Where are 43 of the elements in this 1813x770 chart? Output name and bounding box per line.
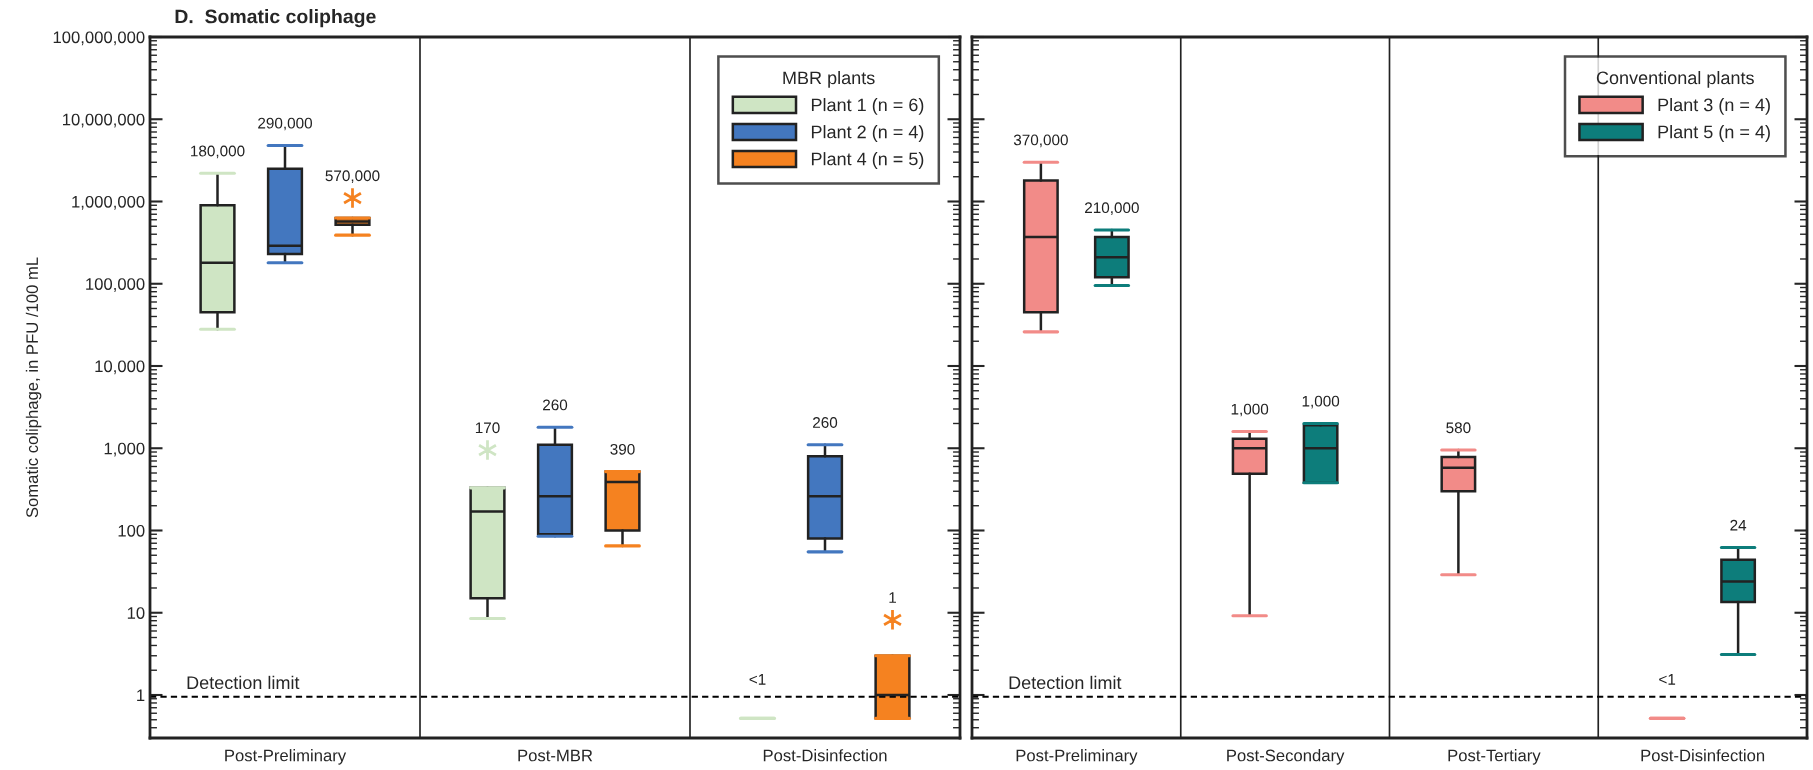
y-tick-label: 10 — [127, 607, 145, 619]
text: 290,000 — [258, 117, 313, 131]
text: 260 — [543, 399, 568, 411]
x-tick-label: Post-Preliminary — [1016, 749, 1138, 765]
text: 24 — [1730, 519, 1747, 531]
y-tick-label: 1,000,000 — [72, 195, 145, 210]
legend-label: Plant 4 (n = 5) — [811, 152, 924, 169]
legend-label: Plant 3 (n = 4) — [1658, 98, 1770, 115]
text: 570,000 — [325, 170, 380, 183]
text: 180,000 — [191, 145, 245, 159]
y-tick-label: 100 — [118, 524, 145, 537]
text: 580 — [1446, 422, 1471, 434]
x-tick-label: Post-Disinfection — [1641, 749, 1765, 762]
y-tick-label: 1,000 — [104, 442, 145, 457]
legend-title: Conventional plants — [1596, 70, 1754, 88]
text: 260 — [813, 417, 838, 428]
legend-label: Plant 2 (n = 4) — [811, 125, 924, 142]
text: <1 — [749, 674, 766, 685]
y-axis-title: Somatic coliphage, in PFU /100 mL — [25, 257, 42, 518]
x-tick-label: Post-Disinfection — [763, 749, 887, 762]
legend-label: Plant 5 (n = 4) — [1658, 125, 1770, 142]
text: 1,000 — [1231, 403, 1269, 417]
text: 1 — [889, 592, 896, 603]
y-tick-label: 1 — [137, 689, 145, 702]
x-tick-label: Post-Tertiary — [1448, 749, 1541, 765]
text: 370,000 — [1013, 134, 1068, 148]
ref-line-label: Detection limit — [187, 675, 300, 690]
y-tick-label: 100,000 — [86, 278, 145, 292]
text: 210,000 — [1085, 202, 1139, 215]
x-tick-label: Post-Secondary — [1227, 749, 1345, 765]
y-tick-label: 10,000 — [95, 360, 145, 375]
x-tick-label: Post-MBR — [518, 749, 593, 762]
text: 390 — [610, 443, 635, 455]
chart-title: D. Somatic coliphage — [175, 9, 376, 28]
text: <1 — [1659, 674, 1676, 685]
x-tick-label: Post-Preliminary — [225, 749, 347, 765]
ref-line-label: Detection limit — [1009, 675, 1122, 690]
text: 170 — [475, 422, 500, 434]
text: 1,000 — [1302, 395, 1340, 409]
legend-title: MBR plants — [783, 70, 875, 88]
y-tick-label: 10,000,000 — [63, 113, 145, 128]
legend-label: Plant 1 (n = 6) — [811, 98, 924, 115]
y-tick-label: 100,000,000 — [53, 31, 145, 46]
